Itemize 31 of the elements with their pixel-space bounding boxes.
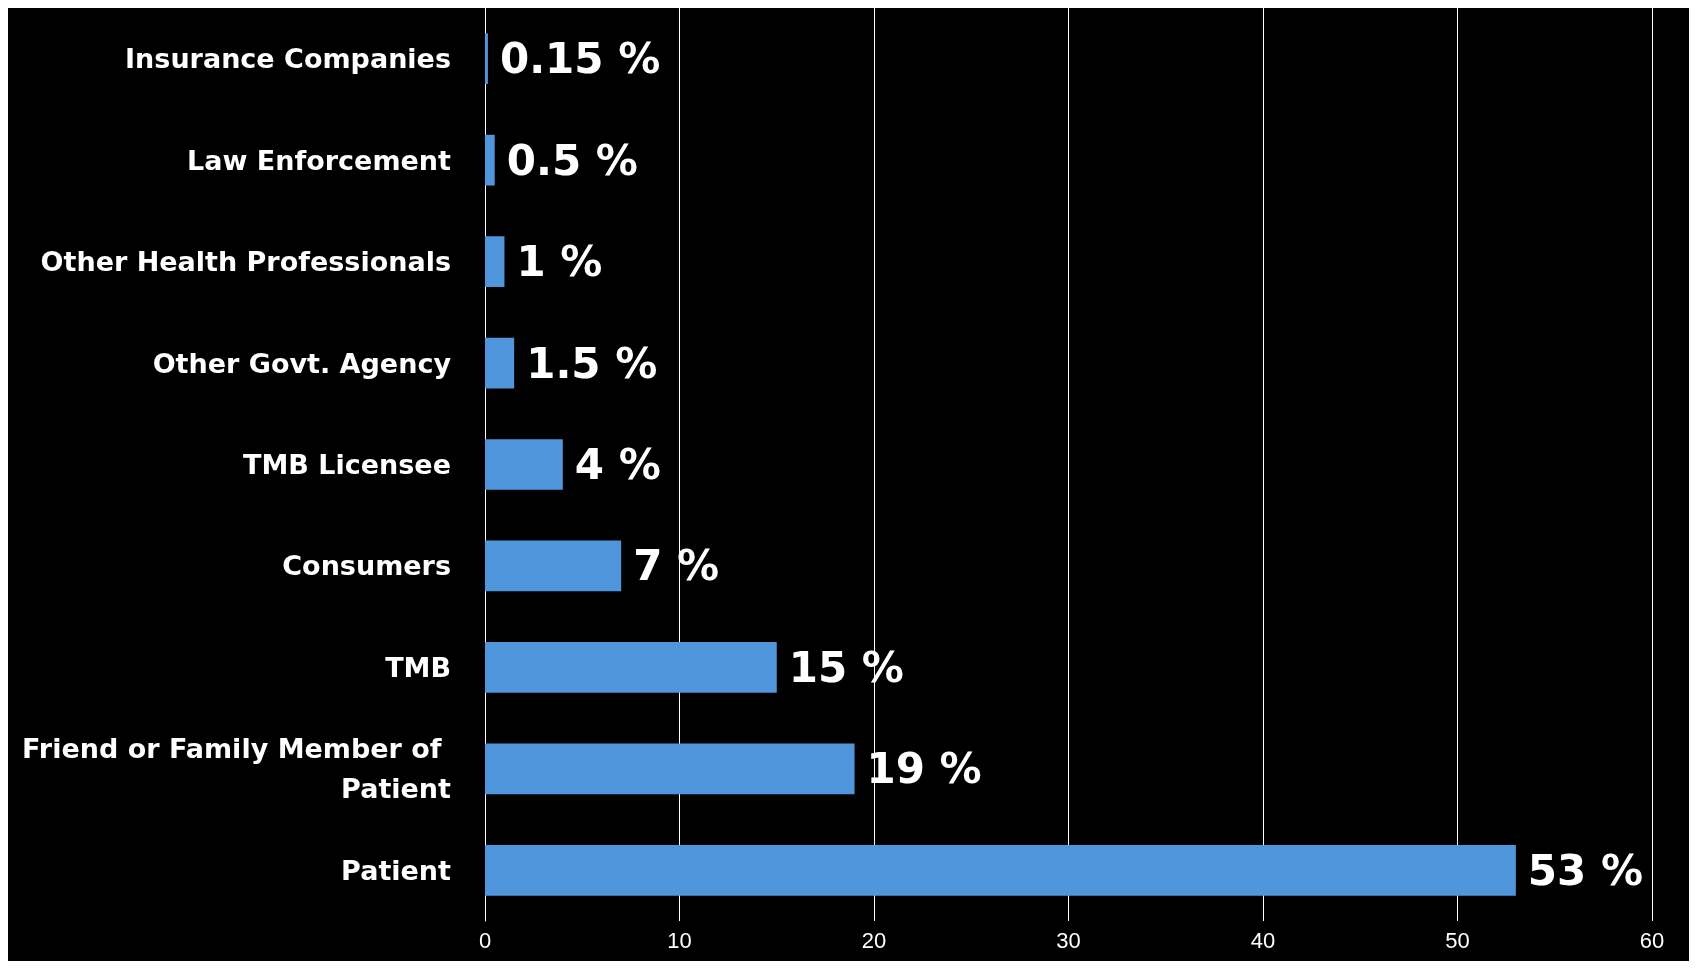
y-tick-label: Other Health Professionals [40,246,451,278]
data-label: 53 % [1527,845,1644,895]
y-tick-label: Consumers [282,550,451,582]
data-label: 0.15 % [499,34,661,84]
y-tick-label: Patient [341,854,452,886]
data-label: 1 % [516,237,603,287]
x-tick-label: 30 [1056,927,1081,953]
x-tick-label: 10 [667,927,692,953]
bar [485,134,495,186]
data-label: 1.5 % [526,338,658,388]
y-tick-label: Friend or Family Member of Patient [22,733,452,805]
x-tick-label: 20 [861,927,887,953]
x-tick-label: 40 [1250,927,1276,953]
y-tick-label: Insurance Companies [125,43,451,75]
bar [485,540,622,592]
x-tick-label: 60 [1639,927,1665,953]
bar [485,337,515,389]
bar [485,743,855,795]
y-tick-label: Other Govt. Agency [152,347,452,379]
x-tick-label: 0 [478,927,492,953]
bar [485,844,1516,896]
data-label: 0.5 % [506,135,638,185]
y-tick-label: Law Enforcement [187,144,452,176]
bar [485,642,777,693]
y-tick-label: TMB Licensee [243,449,451,480]
x-tick-label: 50 [1445,927,1470,953]
bar [485,33,488,85]
data-label: 4 % [574,440,661,489]
bar [485,439,563,490]
y-tick-label: TMB [385,651,451,683]
bar [485,236,505,287]
